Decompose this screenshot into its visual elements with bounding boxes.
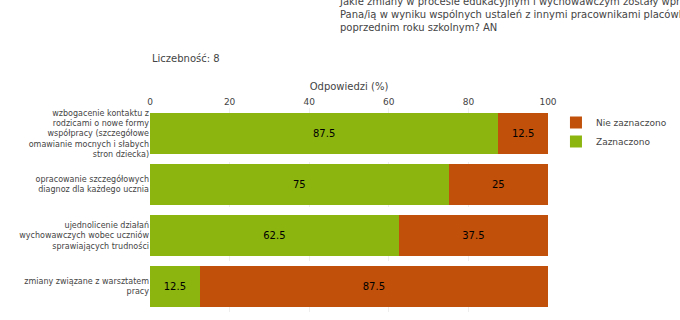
svg-text:40: 40 xyxy=(303,97,315,107)
svg-text:12.5: 12.5 xyxy=(164,281,186,292)
svg-text:25: 25 xyxy=(492,179,505,190)
svg-text:37.5: 37.5 xyxy=(462,230,484,241)
svg-text:0: 0 xyxy=(147,97,153,107)
svg-text:Nie zaznaczono: Nie zaznaczono xyxy=(596,118,667,128)
svg-text:wzbogacenie kontaktu zrodzicam: wzbogacenie kontaktu zrodzicami o nowe f… xyxy=(29,109,150,160)
svg-text:Zaznaczono: Zaznaczono xyxy=(596,137,651,147)
svg-text:20: 20 xyxy=(224,97,236,107)
svg-text:Jakie zmiany w procesie edukac: Jakie zmiany w procesie edukacyjnym i wy… xyxy=(339,0,680,33)
svg-text:75: 75 xyxy=(293,179,306,190)
svg-text:ujednolicenie działańwychowawc: ujednolicenie działańwychowawczych wobec… xyxy=(19,221,149,251)
svg-text:12.5: 12.5 xyxy=(512,128,534,139)
svg-text:80: 80 xyxy=(463,97,475,107)
svg-text:Odpowiedzi (%): Odpowiedzi (%) xyxy=(310,81,389,92)
svg-text:87.5: 87.5 xyxy=(363,281,385,292)
svg-text:100: 100 xyxy=(539,97,556,107)
svg-text:opracowanie szczegółowychdiagn: opracowanie szczegółowychdiagnoz dla każ… xyxy=(36,174,150,194)
svg-text:Liczebność: 8: Liczebność: 8 xyxy=(152,53,220,64)
svg-text:60: 60 xyxy=(383,97,395,107)
svg-text:62.5: 62.5 xyxy=(263,230,285,241)
svg-text:zmiany związane z warsztatempr: zmiany związane z warsztatempracy xyxy=(24,277,149,296)
svg-text:87.5: 87.5 xyxy=(313,128,335,139)
